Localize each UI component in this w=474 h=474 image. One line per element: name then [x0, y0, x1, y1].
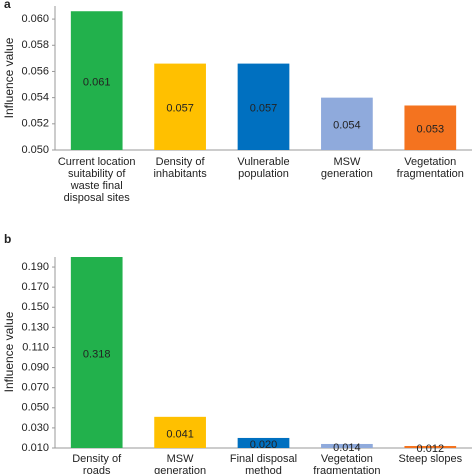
- value-label: 0.318: [83, 348, 111, 360]
- x-tick-label: fragmentation: [313, 465, 380, 474]
- x-tick-label: population: [238, 168, 289, 180]
- x-tick-label: method: [245, 465, 282, 474]
- x-tick-label: Vegetation: [321, 453, 373, 465]
- x-tick-label: Current location: [58, 156, 136, 168]
- x-tick-label: fragmentation: [397, 168, 464, 180]
- bar: [237, 63, 290, 150]
- x-tick-label: generation: [321, 168, 373, 180]
- bar: [154, 63, 206, 150]
- value-label: 0.061: [83, 77, 111, 89]
- x-tick-label: inhabitants: [153, 168, 207, 180]
- y-tick-label: 0.190: [21, 261, 49, 273]
- y-axis-title: Influence value: [2, 311, 16, 392]
- bars: [70, 11, 457, 150]
- y-tick-label: 0.056: [21, 65, 49, 77]
- y-tick-label: 0.060: [21, 13, 49, 25]
- value-label: 0.012: [417, 443, 445, 455]
- bar: [321, 97, 373, 150]
- value-label: 0.041: [166, 428, 194, 440]
- x-tick-label: MSW: [167, 453, 195, 465]
- y-tick-label: 0.110: [22, 341, 49, 353]
- y-tick-label: 0.130: [21, 321, 49, 333]
- x-tick-label: generation: [154, 465, 206, 474]
- bar: [404, 105, 457, 150]
- y-tick-label: 0.050: [21, 144, 49, 156]
- y-axis-title: Influence value: [2, 37, 16, 118]
- panel-label: a: [4, 0, 11, 11]
- bar: [70, 11, 123, 150]
- y-tick-label: 0.150: [21, 301, 49, 313]
- bar: [70, 257, 123, 448]
- bars: [70, 257, 457, 448]
- y-tick-label: 0.052: [21, 118, 49, 130]
- bar: [321, 443, 373, 448]
- value-label: 0.054: [333, 120, 361, 132]
- y-tick-label: 0.070: [21, 382, 49, 394]
- value-label: 0.057: [250, 103, 278, 115]
- x-tick-label: Vulnerable: [237, 156, 289, 168]
- value-label: 0.057: [166, 103, 194, 115]
- bar: [404, 445, 457, 448]
- y-tick-label: 0.058: [21, 39, 49, 51]
- value-label: 0.020: [250, 439, 278, 451]
- x-tick-label: Final disposal: [230, 453, 297, 465]
- bar: [237, 437, 290, 448]
- x-tick-label: suitability of: [68, 168, 126, 180]
- x-tick-label: Vegetation: [404, 156, 456, 168]
- value-label: 0.014: [333, 442, 361, 454]
- x-tick-label: waste final: [70, 180, 123, 192]
- y-tick-label: 0.054: [21, 92, 49, 104]
- y-tick-label: 0.010: [21, 442, 49, 454]
- y-tick-label: 0.170: [21, 281, 49, 293]
- y-tick-label: 0.030: [21, 422, 49, 434]
- bar: [154, 416, 206, 448]
- x-tick-label: Density of: [156, 156, 206, 168]
- value-label: 0.053: [417, 124, 445, 136]
- panel-label: b: [4, 232, 11, 246]
- x-tick-label: disposal sites: [64, 192, 131, 204]
- x-tick-label: Density of: [72, 453, 122, 465]
- y-tick-label: 0.050: [21, 402, 49, 414]
- x-tick-label: Steep slopes: [398, 453, 462, 465]
- x-tick-label: MSW: [333, 156, 361, 168]
- y-tick-label: 0.090: [21, 361, 49, 373]
- x-tick-label: roads: [83, 465, 111, 474]
